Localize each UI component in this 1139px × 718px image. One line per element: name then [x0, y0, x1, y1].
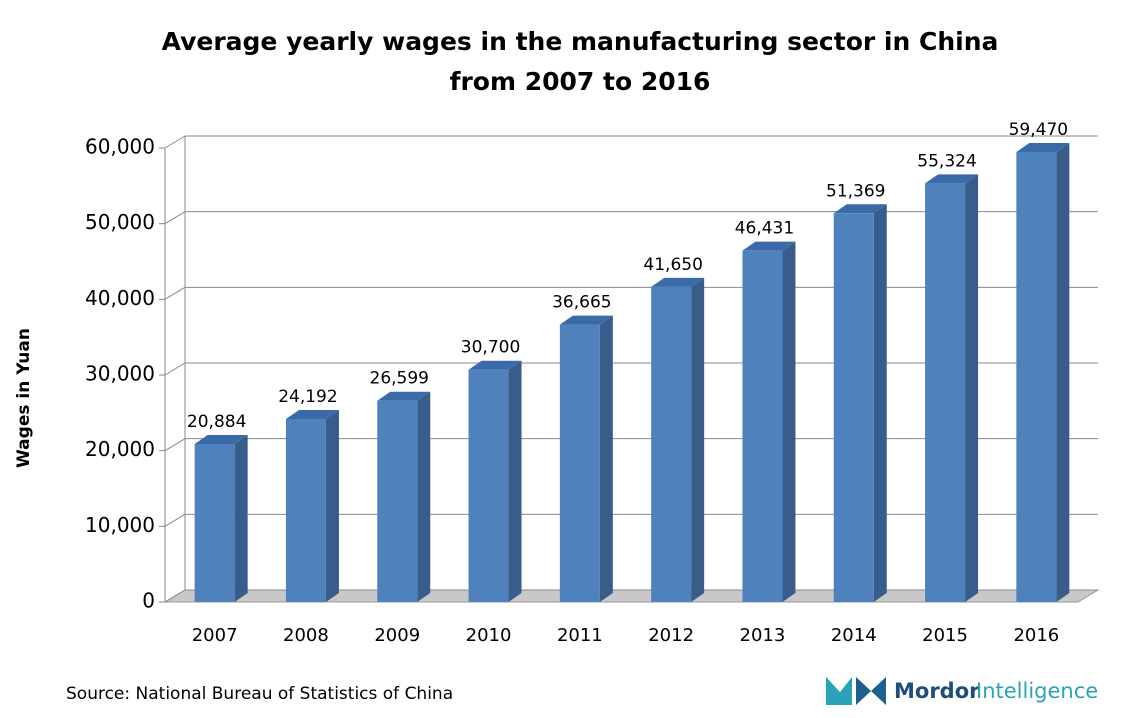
bar [651, 286, 692, 602]
x-tick-label: 2011 [557, 625, 603, 646]
y-tick-label: 50,000 [85, 210, 155, 234]
x-tick-label: 2016 [1013, 625, 1059, 646]
value-label: 20,884 [187, 412, 246, 432]
value-label: 46,431 [735, 219, 794, 239]
bar [925, 183, 966, 603]
grid-line [164, 362, 186, 376]
logo-suffix: Intelligence [976, 679, 1098, 703]
x-tick-label: 2007 [192, 625, 238, 646]
bar-side [325, 409, 339, 602]
bar-top [1016, 143, 1070, 153]
value-label: 41,650 [643, 255, 702, 275]
bar-top [833, 204, 887, 214]
value-label: 51,369 [826, 181, 885, 201]
bar [742, 250, 783, 602]
bar [285, 418, 326, 602]
bar-top [468, 360, 522, 370]
x-tick-label: 2014 [831, 625, 877, 646]
bar-top [285, 409, 339, 419]
bar-side [873, 204, 887, 602]
value-label: 55,324 [917, 151, 976, 171]
source-note: Source: National Bureau of Statistics of… [66, 684, 453, 704]
grid-line [164, 589, 186, 603]
y-tick-label: 10,000 [85, 513, 155, 537]
x-tick-label: 2013 [740, 625, 786, 646]
y-tick-label: 60,000 [85, 135, 155, 159]
x-tick-label: 2012 [648, 625, 694, 646]
bar-side [1056, 143, 1070, 603]
bar [559, 324, 600, 602]
x-tick-label: 2008 [283, 625, 329, 646]
bar-side [234, 434, 248, 602]
bar-top [194, 434, 248, 444]
bar [468, 369, 509, 602]
bar-side [417, 391, 431, 602]
bar-side [599, 315, 613, 602]
bar-top [559, 315, 613, 325]
bar-side [965, 174, 979, 603]
bar [377, 400, 418, 602]
bar [194, 443, 235, 602]
bar-top [925, 174, 979, 184]
x-tick-label: 2010 [466, 625, 512, 646]
y-tick-label: 40,000 [85, 286, 155, 310]
bar-top [377, 391, 431, 401]
logo-brand: Mordor [894, 679, 980, 703]
bar-side [782, 241, 796, 602]
grid-line [164, 135, 186, 149]
grid-line [164, 211, 186, 225]
value-label: 24,192 [278, 387, 337, 407]
bar [833, 213, 874, 602]
grid-line [164, 438, 186, 452]
x-tick-label: 2009 [374, 625, 420, 646]
logo: Mordor Intelligence [826, 677, 1098, 705]
value-label: 30,700 [461, 338, 520, 358]
y-tick-label: 30,000 [85, 362, 155, 386]
value-label: 26,599 [370, 369, 429, 389]
grid-line [164, 513, 186, 527]
y-tick-label: 20,000 [85, 437, 155, 461]
value-label: 36,665 [552, 293, 611, 313]
grid-line [164, 286, 186, 300]
y-tick-label: 0 [142, 589, 155, 613]
logo-icon [856, 677, 886, 705]
bar-top [651, 277, 705, 287]
value-label: 59,470 [1009, 120, 1068, 140]
bar [1016, 152, 1057, 603]
chart-title: Average yearly wages in the manufacturin… [161, 27, 999, 96]
bar-side [691, 277, 705, 602]
y-axis-label: Wages in Yuan [14, 328, 34, 468]
logo-icon [826, 677, 852, 705]
bar-side [508, 360, 522, 602]
x-tick-label: 2015 [922, 625, 968, 646]
bar-top [742, 241, 796, 251]
